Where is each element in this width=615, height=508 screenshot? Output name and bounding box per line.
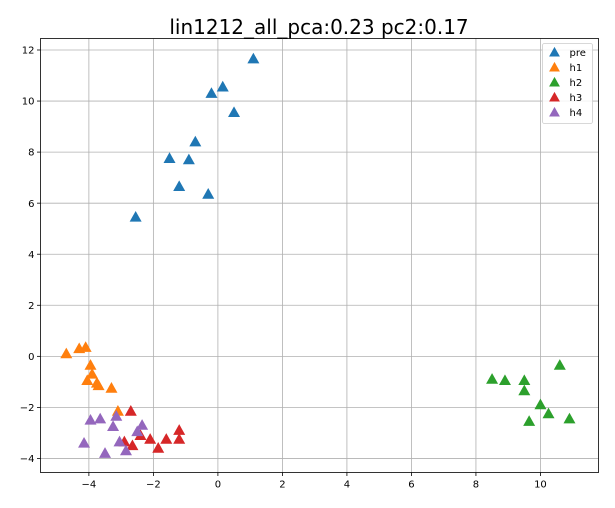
y-tick-label: 10	[22, 97, 35, 108]
y-tick-label: 6	[28, 199, 34, 210]
legend-label-h4: h4	[570, 108, 583, 119]
x-tick-label: 6	[408, 480, 414, 491]
legend-label-pre: pre	[570, 48, 586, 59]
y-tick-label: 8	[28, 148, 34, 159]
legend-label-h2: h2	[570, 78, 583, 89]
y-tick-label: −2	[20, 403, 35, 414]
x-tick-label: 4	[344, 480, 350, 491]
y-tick-label: 4	[28, 250, 34, 261]
y-tick-label: 0	[28, 352, 34, 363]
y-tick-label: 12	[22, 46, 35, 57]
x-tick-label: 2	[279, 480, 285, 491]
x-tick-label: 0	[215, 480, 221, 491]
legend-label-h3: h3	[570, 93, 583, 104]
y-tick-label: −4	[20, 454, 35, 465]
x-tick-label: 8	[473, 480, 479, 491]
legend-label-h1: h1	[570, 63, 583, 74]
chart-title: lin1212_all_pca:0.23 pc2:0.17	[169, 15, 468, 39]
y-tick-label: 2	[28, 301, 34, 312]
x-tick-label: −2	[146, 480, 161, 491]
x-tick-label: 10	[534, 480, 547, 491]
x-tick-label: −4	[82, 480, 97, 491]
legend: pre h1 h2 h3 h4	[543, 44, 593, 124]
